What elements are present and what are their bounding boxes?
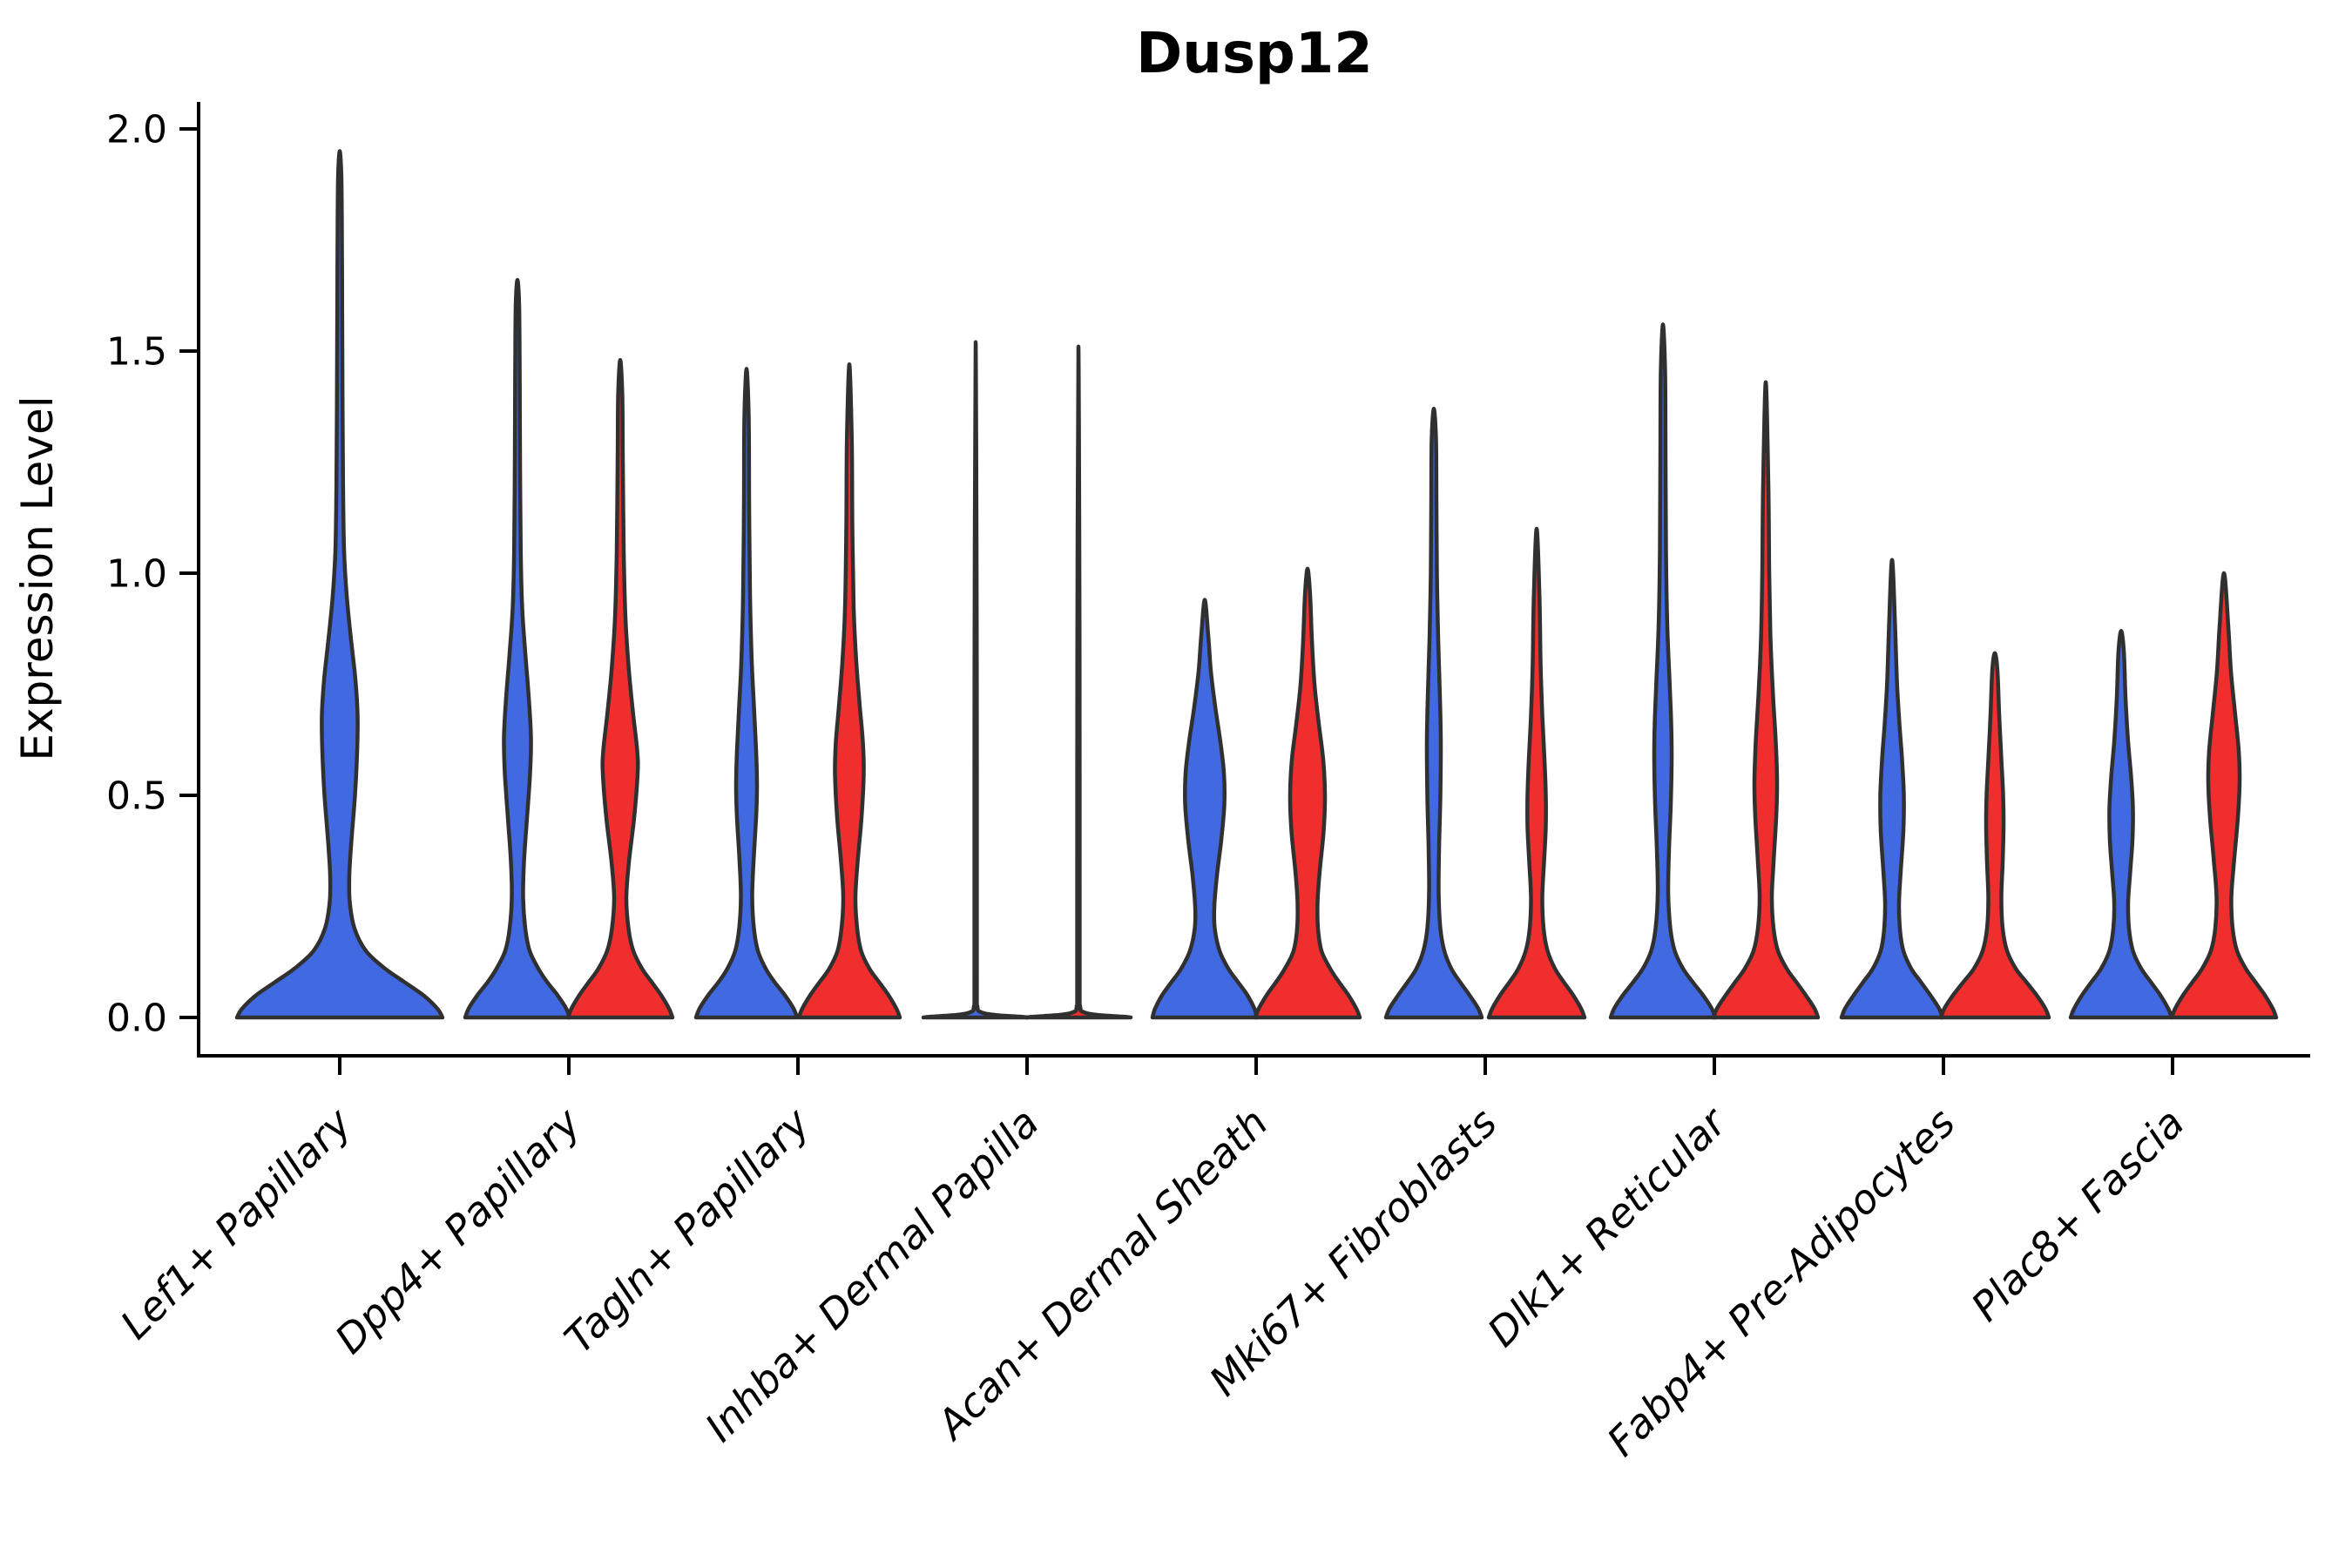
violin-blue-cat3 [921,340,1031,1020]
violin-blue-cat5 [1383,407,1484,1020]
y-tick-label: 0.0 [106,996,167,1040]
violin-red-cat5 [1486,526,1587,1020]
violin-red-cat6 [1711,380,1821,1020]
violin-blue-cat6 [1608,322,1718,1020]
violin-blue-cat7 [1839,558,1945,1020]
y-tick-label: 1.0 [106,551,167,596]
x-tick-label: Lef1+ Papillary [112,1098,361,1348]
x-tick-label: Tagln+ Papillary [555,1098,819,1362]
violin-blue-cat4 [1150,598,1260,1020]
chart-title: Dusp12 [1136,22,1373,86]
y-tick-label: 2.0 [106,107,167,152]
violin-blue-cat2 [693,367,800,1020]
x-tick-label: Dpp4+ Papillary [326,1098,590,1362]
violin-red-cat1 [565,357,675,1020]
violin-red-cat2 [796,362,902,1020]
violin-red-cat4 [1253,566,1362,1020]
x-tick-label: Plac8+ Fascia [1962,1099,2193,1330]
violin-blue-cat1 [463,278,572,1020]
violin-red-cat8 [2169,571,2279,1020]
violin-blue-cat8 [2068,629,2174,1020]
y-tick-label: 0.5 [106,774,167,818]
violin-red-cat7 [1938,651,2051,1020]
x-tick-label: Dlk1+ Reticular [1478,1097,1737,1355]
y-tick-label: 1.5 [106,329,167,374]
violin-red-cat3 [1024,344,1133,1020]
violin-blue-cat0 [234,149,445,1020]
